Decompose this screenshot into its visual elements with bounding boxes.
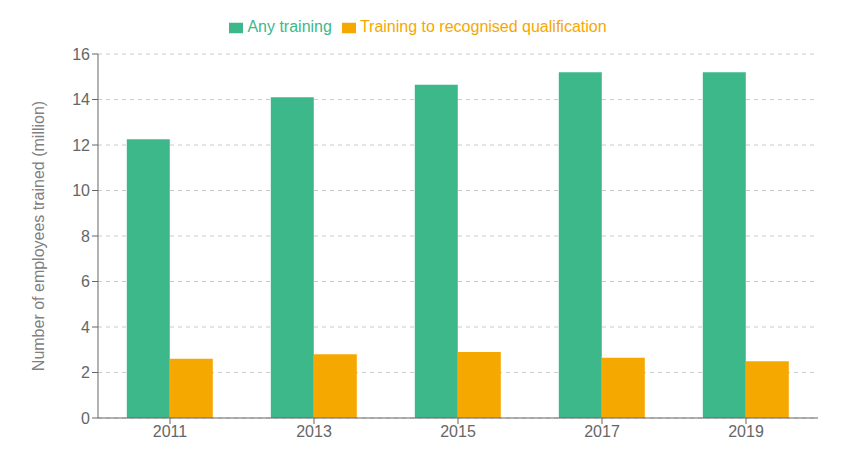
svg-text:0: 0 xyxy=(81,410,90,427)
svg-text:14: 14 xyxy=(72,91,90,108)
svg-text:16: 16 xyxy=(72,46,90,63)
svg-text:12: 12 xyxy=(72,137,90,154)
svg-text:2015: 2015 xyxy=(440,423,476,440)
svg-text:2: 2 xyxy=(81,364,90,381)
svg-text:8: 8 xyxy=(81,228,90,245)
svg-text:6: 6 xyxy=(81,273,90,290)
svg-text:2017: 2017 xyxy=(584,423,620,440)
html-text:Training to recognised qualifi: Training to recognised qualification xyxy=(359,18,607,35)
svg-text:4: 4 xyxy=(81,319,90,336)
svg-text:10: 10 xyxy=(72,182,90,199)
html-text:Any training: Any training xyxy=(247,18,332,35)
svg-text:2013: 2013 xyxy=(296,423,332,440)
svg-text:2019: 2019 xyxy=(728,423,764,440)
svg-text:Number of employees trained (m: Number of employees trained (million) xyxy=(30,101,47,371)
svg-text:2011: 2011 xyxy=(153,423,188,440)
